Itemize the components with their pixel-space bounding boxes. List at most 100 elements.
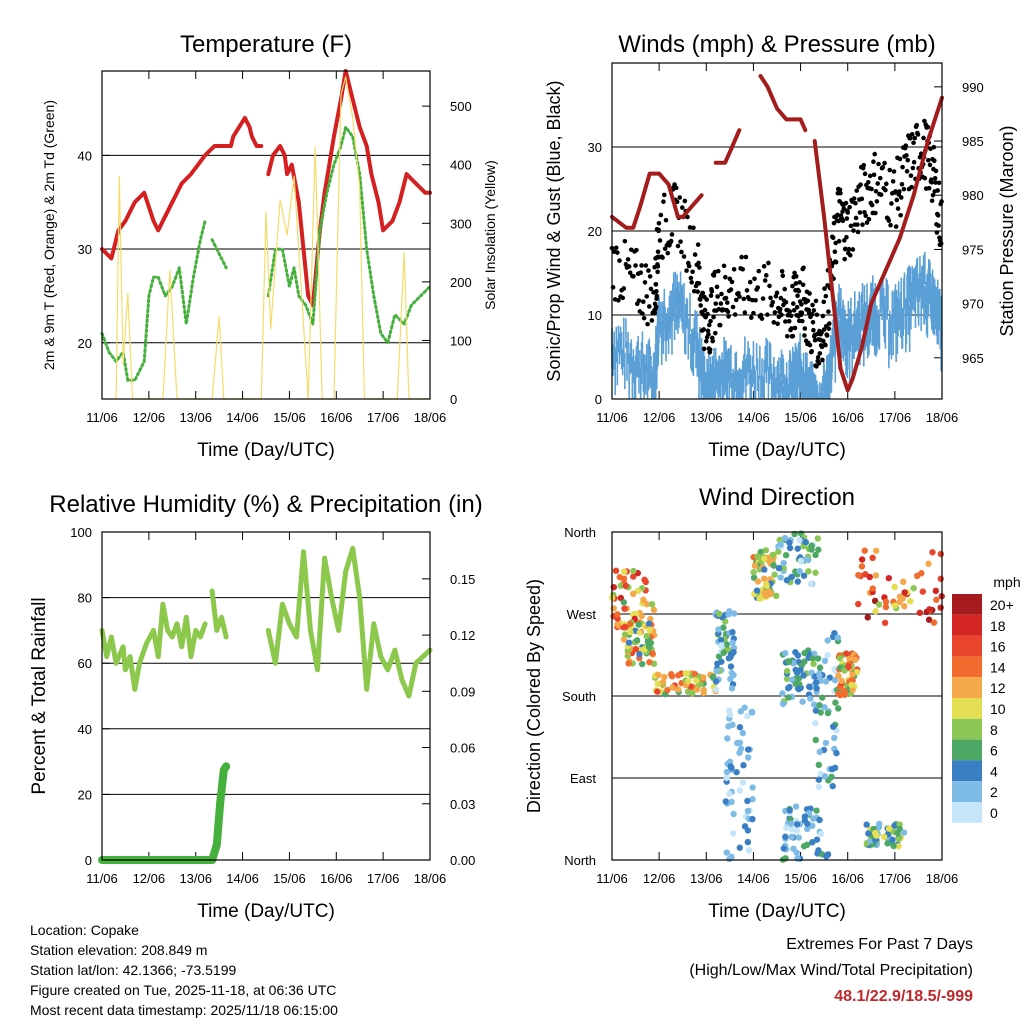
legend-swatch	[952, 760, 982, 782]
wind-direction-point	[788, 826, 796, 833]
wind-gust-point	[634, 247, 639, 253]
wind-gust-point	[930, 192, 936, 198]
y2-tick-label: 975	[962, 242, 984, 257]
wind-direction-point	[775, 564, 783, 572]
y2-tick-label: 970	[962, 297, 984, 312]
wind-direction-point	[727, 663, 735, 670]
wind-gust-point	[837, 187, 843, 193]
wind-gust-point	[876, 161, 881, 167]
wind-gust-point	[929, 198, 935, 204]
wind-gust-point	[904, 153, 909, 158]
wind-gust-point	[790, 333, 796, 339]
wind-gust-point	[707, 347, 713, 352]
wind-gust-point	[854, 188, 860, 193]
wind-gust-point	[810, 302, 815, 308]
y-tick-label: 100	[70, 525, 92, 540]
x-tick-label: 17/06	[879, 871, 912, 886]
wind-gust-point	[897, 189, 902, 194]
wind-gust-point	[935, 213, 941, 218]
wind-gust-point	[616, 298, 621, 303]
x-tick-label: 12/06	[643, 871, 676, 886]
wind-gust-point	[797, 280, 803, 285]
wind-direction-point	[815, 783, 822, 791]
wind-direction-point	[937, 550, 945, 558]
station-location: Location: Copake	[30, 922, 139, 938]
y-tick-label: 0	[595, 392, 602, 407]
wind-direction-point	[718, 642, 725, 649]
wind-gust-point	[795, 293, 800, 299]
wind-gust-point	[938, 241, 944, 246]
wind-direction-point	[646, 658, 653, 666]
y-tick-label: 20	[78, 787, 92, 802]
wind-gust-point	[858, 182, 863, 187]
wind-gust-point	[696, 260, 701, 266]
wind-direction-point	[780, 559, 787, 567]
wind-direction-point	[880, 833, 888, 841]
wind-direction-point	[875, 601, 883, 608]
wind-gust-point	[706, 332, 711, 337]
y-tick-label: West	[567, 607, 597, 622]
wind-gust-point	[880, 164, 886, 170]
wind-direction-point	[761, 566, 768, 573]
x-tick-label: 18/06	[414, 410, 447, 425]
figure-created: Figure created on Tue, 2025-11-18, at 06…	[30, 982, 337, 998]
wind-direction-point	[835, 705, 842, 712]
x-tick-label: 15/06	[784, 871, 817, 886]
wind-gust-point	[921, 135, 926, 141]
2m-dew-point-line	[266, 125, 432, 345]
wind-direction-point	[816, 672, 823, 679]
wind-gust-point	[860, 222, 865, 227]
wind-gust-point	[751, 310, 756, 316]
wind-direction-point	[937, 575, 944, 582]
wind-gust-point	[911, 159, 917, 165]
wind-direction-point	[650, 606, 658, 614]
wind-gust-point	[874, 199, 880, 204]
wind-direction-point	[627, 629, 634, 636]
plot-frame	[611, 531, 943, 861]
wind-direction-point	[792, 649, 799, 656]
wind-gust-point	[698, 303, 704, 308]
wind-direction-point	[792, 680, 799, 688]
wind-gust-point	[779, 268, 785, 274]
wind-gust-point	[717, 322, 723, 328]
wind-gust-point	[812, 337, 818, 343]
wind-gust-point	[908, 173, 914, 178]
wind-direction-point	[744, 838, 752, 846]
wind-direction-point	[760, 555, 768, 562]
extremes-values: 48.1/22.9/18.5/-999	[834, 988, 973, 1005]
wind-gust-point	[931, 158, 937, 164]
wind-direction-point	[749, 796, 756, 803]
wind-gust-point	[774, 290, 780, 296]
wind-gust-point	[815, 355, 821, 360]
wind-direction-point	[861, 547, 868, 554]
x-tick-label: 16/06	[320, 410, 353, 425]
wind-gust-point	[765, 312, 770, 317]
wind-gust-point	[756, 268, 762, 274]
wind-gust-point	[927, 162, 933, 168]
wind-direction-point	[625, 639, 633, 646]
wind-gust-point	[731, 266, 737, 272]
wind-gust-point	[780, 273, 786, 279]
wind-gust-point	[793, 281, 799, 286]
wind-gust-point	[873, 210, 878, 216]
wind-direction-point	[729, 721, 736, 729]
wind-direction-point	[804, 820, 811, 827]
wind-gust-point	[833, 259, 839, 265]
wind-gust-point	[790, 301, 796, 306]
wind-direction-point	[766, 588, 773, 595]
wind-gust-point	[878, 192, 884, 198]
wind-direction-point	[831, 734, 838, 742]
wind-gust-point	[904, 169, 910, 174]
wind-gust-point	[813, 298, 819, 304]
wind-direction-point	[824, 637, 831, 644]
wind-direction-point	[749, 784, 756, 791]
x-tick-label: 18/06	[414, 871, 447, 886]
wind-gust-point	[718, 301, 724, 306]
wind-gust-point	[835, 212, 840, 218]
wind-direction-point	[926, 606, 933, 613]
wind-direction-point	[786, 807, 793, 814]
wind-direction-point	[891, 822, 898, 829]
wind-direction-point	[636, 629, 643, 636]
wind-direction-point	[835, 672, 842, 679]
x-tick-label: 15/06	[784, 410, 817, 425]
